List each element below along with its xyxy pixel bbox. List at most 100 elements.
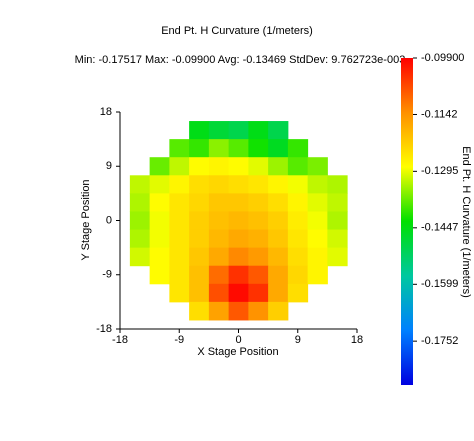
heatmap-cell — [307, 211, 328, 231]
heatmap-cell — [228, 157, 249, 176]
y-tick-label: 0 — [106, 214, 112, 226]
heatmap-cell — [189, 211, 210, 231]
heatmap-cell — [287, 175, 309, 194]
heatmap-cell — [149, 265, 170, 285]
heatmap-cell — [129, 229, 151, 249]
heatmap-cell — [169, 193, 190, 212]
heatmap-cell — [149, 211, 170, 231]
heatmap-cell — [189, 265, 210, 285]
heatmap-cell — [307, 193, 328, 212]
heatmap-cell — [208, 121, 230, 140]
heatmap-cell — [248, 157, 269, 176]
heatmap-cell — [228, 229, 249, 249]
heatmap-cell — [149, 193, 170, 212]
colorbar-tick-label: -0.09900 — [421, 52, 464, 64]
heatmap-cell — [287, 193, 309, 212]
heatmap-cell — [208, 283, 230, 303]
heatmap-cell — [228, 283, 249, 303]
heatmap-cell — [208, 211, 230, 231]
y-tick-label: -18 — [96, 323, 112, 335]
heatmap-cell — [287, 283, 309, 303]
heatmap-cell — [287, 229, 309, 249]
heatmap-cell — [268, 301, 289, 321]
heatmap-cell — [208, 229, 230, 249]
heatmap-cell — [189, 247, 210, 267]
heatmap-cell — [287, 247, 309, 267]
heatmap-cell — [189, 121, 210, 140]
x-tick-label: -9 — [174, 334, 184, 346]
heatmap-cell — [268, 193, 289, 212]
heatmap-cell — [228, 139, 249, 158]
heatmap-cell — [169, 175, 190, 194]
x-tick-label: 0 — [235, 334, 241, 346]
heatmap-cell — [169, 265, 190, 285]
heatmap-cell — [129, 247, 151, 267]
y-tick-label: 9 — [106, 160, 112, 172]
heatmap-cell — [268, 229, 289, 249]
heatmap-cell — [228, 211, 249, 231]
heatmap-cell — [208, 265, 230, 285]
y-axis-label: Y Stage Position — [80, 179, 92, 260]
heatmap-cell — [129, 193, 151, 212]
heatmap-cell — [129, 175, 151, 194]
heatmap-cell — [307, 157, 328, 176]
colorbar-tick-label: -0.1295 — [421, 165, 458, 177]
heatmap-cell — [169, 247, 190, 267]
x-tick-label: -18 — [112, 334, 128, 346]
heatmap-cell — [268, 121, 289, 140]
heatmap-cell — [327, 175, 348, 194]
heatmap-cell — [268, 265, 289, 285]
colorbar-tick-label: -0.1752 — [421, 335, 458, 347]
heatmap-cell — [248, 283, 269, 303]
heatmap-cell — [307, 229, 328, 249]
heatmap-cell — [248, 265, 269, 285]
heatmap-cell — [248, 301, 269, 321]
colorbar-tick-label: -0.1142 — [421, 108, 458, 120]
heatmap-cell — [327, 211, 348, 231]
heatmap-cell — [208, 139, 230, 158]
heatmap-cell — [248, 193, 269, 212]
heatmap-cell — [248, 121, 269, 140]
heatmap-cell — [208, 193, 230, 212]
heatmap-cell — [208, 157, 230, 176]
heatmap-cell — [149, 157, 170, 176]
heatmap-cell — [189, 283, 210, 303]
heatmap-cell — [248, 139, 269, 158]
heatmap-cell — [268, 247, 289, 267]
heatmap-cell — [287, 211, 309, 231]
heatmap-cell — [248, 229, 269, 249]
chart-title: End Pt. H Curvature (1/meters) — [161, 25, 313, 37]
heatmap-cell — [268, 157, 289, 176]
heatmap-cell — [228, 301, 249, 321]
heatmap-cell — [228, 121, 249, 140]
heatmap-cell — [149, 247, 170, 267]
heatmap-cell — [268, 211, 289, 231]
y-tick-label: -9 — [102, 269, 112, 281]
heatmap-cell — [169, 283, 190, 303]
heatmap-cell — [307, 247, 328, 267]
heatmap-cell — [248, 211, 269, 231]
heatmap-cell — [189, 157, 210, 176]
heatmap-cell — [268, 139, 289, 158]
heatmap-cell — [268, 283, 289, 303]
colorbar-tick-label: -0.1599 — [421, 278, 458, 290]
colorbar-tick-label: -0.1447 — [421, 222, 458, 234]
heatmap-cell — [248, 175, 269, 194]
heatmap-cell — [228, 175, 249, 194]
x-tick-label: 9 — [295, 334, 301, 346]
heatmap-cell — [228, 193, 249, 212]
heatmap-cell — [287, 265, 309, 285]
heatmap-cell — [327, 247, 348, 267]
colorbar-label: End Pt. H Curvature (1/meters) — [460, 146, 472, 298]
heatmap-cell — [189, 193, 210, 212]
heatmap-cell — [287, 157, 309, 176]
heatmap-cell — [208, 301, 230, 321]
heatmap-cell — [189, 229, 210, 249]
heatmap-cell — [268, 175, 289, 194]
heatmap-cell — [129, 211, 151, 231]
heatmap-cell — [307, 265, 328, 285]
heatmap-cell — [307, 175, 328, 194]
x-axis-label: X Stage Position — [197, 346, 278, 358]
heatmap-cell — [169, 211, 190, 231]
